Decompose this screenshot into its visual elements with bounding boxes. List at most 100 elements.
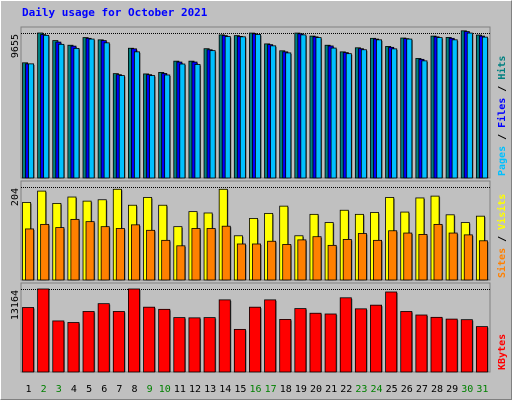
bar-pages-day-21 bbox=[330, 47, 337, 179]
bar-kbytes-day-6 bbox=[97, 303, 110, 373]
bar-pages-day-7 bbox=[118, 75, 125, 179]
bar-sites-day-30 bbox=[463, 234, 473, 281]
bar-sites-day-3 bbox=[55, 227, 65, 281]
bar-pages-day-11 bbox=[179, 63, 186, 179]
x-tick-label: 30 bbox=[461, 384, 473, 395]
x-tick-label: 25 bbox=[386, 384, 398, 395]
x-tick-label: 4 bbox=[71, 384, 77, 395]
bar-sites-day-12 bbox=[191, 228, 201, 281]
axis-legend: Pages / Files / Hits bbox=[496, 56, 508, 176]
x-tick-label: 2 bbox=[41, 384, 47, 395]
bar-kbytes-day-4 bbox=[67, 322, 80, 373]
bar-pages-day-8 bbox=[134, 51, 140, 179]
x-tick-label: 16 bbox=[249, 384, 261, 395]
bar-kbytes-day-3 bbox=[52, 320, 65, 373]
bar-kbytes-day-18 bbox=[279, 319, 292, 373]
bar-kbytes-day-12 bbox=[188, 317, 201, 373]
x-tick-label: 13 bbox=[204, 384, 216, 395]
x-tick-label: 10 bbox=[159, 384, 171, 395]
legend-separator: / bbox=[497, 230, 508, 248]
bar-kbytes-day-17 bbox=[264, 299, 277, 373]
bar-pages-day-19 bbox=[300, 34, 307, 179]
legend-visits: Visits bbox=[496, 194, 508, 230]
x-tick-label: 24 bbox=[371, 384, 383, 395]
bar-pages-day-29 bbox=[451, 39, 458, 179]
bar-sites-day-15 bbox=[236, 243, 246, 281]
bar-sites-day-23 bbox=[357, 233, 367, 281]
bar-kbytes-day-11 bbox=[173, 317, 186, 373]
x-tick-label: 5 bbox=[86, 384, 92, 395]
bar-sites-day-14 bbox=[221, 225, 231, 281]
legend-sites: Sites bbox=[496, 248, 508, 278]
y-max-label: 9655 bbox=[10, 34, 21, 58]
legend-separator: / bbox=[497, 128, 508, 146]
bar-kbytes-day-28 bbox=[430, 316, 443, 373]
series-sites bbox=[25, 218, 489, 281]
bar-pages-day-3 bbox=[58, 43, 65, 179]
bar-pages-day-28 bbox=[436, 37, 443, 179]
bar-kbytes-day-21 bbox=[324, 313, 337, 373]
bar-sites-day-13 bbox=[206, 228, 216, 281]
bar-pages-day-20 bbox=[315, 37, 322, 179]
bar-pages-day-2 bbox=[43, 34, 50, 179]
bar-pages-day-18 bbox=[285, 52, 292, 179]
bar-kbytes-day-13 bbox=[203, 317, 216, 373]
bar-pages-day-25 bbox=[391, 48, 398, 179]
legend-kbytes: KBytes bbox=[497, 334, 508, 370]
bar-kbytes-day-22 bbox=[339, 297, 352, 373]
bar-sites-day-10 bbox=[161, 239, 171, 281]
x-tick-label: 14 bbox=[219, 384, 231, 395]
axis-legend: KBytes bbox=[497, 334, 508, 370]
bar-pages-day-10 bbox=[164, 74, 171, 179]
panel-pages-files-hits: 9655 Pages / Files / Hits bbox=[10, 26, 508, 179]
bar-kbytes-day-30 bbox=[460, 319, 473, 373]
bar-kbytes-day-2 bbox=[37, 288, 50, 373]
bar-sites-day-7 bbox=[115, 228, 125, 281]
bar-pages-day-4 bbox=[73, 47, 80, 179]
bar-kbytes-day-15 bbox=[233, 328, 246, 373]
series-pages bbox=[28, 32, 489, 179]
bar-sites-day-16 bbox=[252, 243, 261, 281]
bar-pages-day-26 bbox=[406, 38, 413, 179]
axis-legend: Sites / Visits bbox=[496, 194, 508, 278]
bar-kbytes-day-19 bbox=[294, 308, 307, 373]
legend-separator: / bbox=[497, 80, 508, 98]
bar-sites-day-1 bbox=[25, 228, 35, 281]
x-tick-label: 20 bbox=[310, 384, 322, 395]
bar-kbytes-day-1 bbox=[22, 307, 35, 373]
x-tick-label: 27 bbox=[416, 384, 428, 395]
panel-kbytes: 13164 KBytes bbox=[10, 282, 508, 373]
x-tick-label: 11 bbox=[174, 384, 186, 395]
bar-sites-day-11 bbox=[176, 245, 186, 281]
bar-sites-day-8 bbox=[131, 224, 140, 281]
x-tick-label: 17 bbox=[265, 384, 277, 395]
bar-sites-day-20 bbox=[312, 236, 322, 281]
legend-hits: Hits bbox=[496, 56, 508, 80]
bar-sites-day-4 bbox=[70, 218, 80, 281]
bar-kbytes-day-26 bbox=[400, 311, 413, 373]
bar-sites-day-27 bbox=[418, 234, 428, 281]
bar-kbytes-day-9 bbox=[143, 306, 156, 373]
bar-sites-day-17 bbox=[267, 240, 277, 281]
bar-pages-day-17 bbox=[270, 45, 277, 179]
chart-title: Daily usage for October 2021 bbox=[22, 6, 208, 19]
bar-pages-day-27 bbox=[421, 60, 428, 179]
bar-pages-day-14 bbox=[224, 36, 231, 179]
bar-pages-day-5 bbox=[88, 38, 95, 179]
bar-kbytes-day-24 bbox=[370, 304, 382, 373]
y-max-label: 204 bbox=[10, 188, 21, 206]
bar-sites-day-9 bbox=[146, 229, 156, 281]
bar-pages-day-24 bbox=[376, 39, 382, 179]
y-max-label: 13164 bbox=[10, 290, 21, 320]
bar-kbytes-day-8 bbox=[128, 288, 140, 373]
bar-sites-day-24 bbox=[373, 239, 382, 281]
bar-sites-day-22 bbox=[342, 239, 352, 281]
bar-pages-day-15 bbox=[239, 36, 246, 179]
bar-sites-day-28 bbox=[433, 223, 443, 281]
bar-kbytes-day-27 bbox=[415, 314, 428, 373]
x-tick-label: 8 bbox=[131, 384, 137, 395]
bar-pages-day-22 bbox=[345, 53, 352, 179]
bar-sites-day-19 bbox=[297, 239, 307, 281]
bar-sites-day-26 bbox=[403, 232, 413, 281]
